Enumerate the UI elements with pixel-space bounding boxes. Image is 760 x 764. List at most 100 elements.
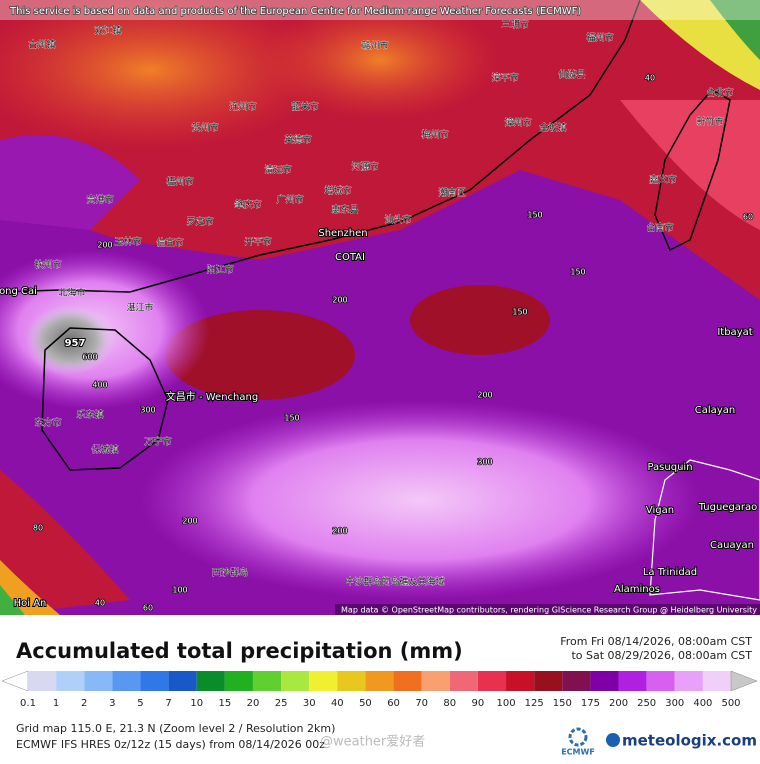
place-label: 梅州市: [421, 129, 448, 141]
contour-label: 40: [645, 74, 655, 83]
contour-label: 150: [570, 268, 585, 277]
place-label: Cauayan: [710, 540, 754, 551]
place-label: 清远市: [264, 164, 291, 176]
place-label: 中沙群岛的岛礁及其海域: [345, 576, 444, 588]
place-label: 乐东镇: [76, 409, 103, 421]
contour-label: 200: [477, 391, 492, 400]
place-label: Vigan: [646, 505, 674, 516]
place-label: 仙游县: [558, 69, 585, 81]
place-label: Pasuquin: [647, 462, 692, 473]
color-swatch: [252, 671, 282, 691]
contour-label: 80: [33, 524, 43, 533]
notice: This service is based on data and produc…: [9, 6, 581, 17]
place-label: 惠东县: [331, 204, 358, 216]
colorbar-label: 500: [721, 698, 740, 709]
colorbar-label: 200: [609, 698, 628, 709]
contour-label: 40: [95, 599, 105, 608]
place-label: 万宁市: [144, 436, 171, 448]
period-from: From Fri 08/14/2026, 08:00am CST: [560, 635, 752, 648]
place-label: 韶关市: [291, 101, 318, 113]
contour-label: 200: [332, 527, 347, 536]
colorbar-label: 15: [218, 698, 231, 709]
site[interactable]: meteologix.com: [622, 732, 757, 750]
color-swatch: [281, 671, 310, 691]
place-label: Calayan: [695, 405, 735, 416]
place-label: 河源市: [351, 161, 378, 173]
place-label: 嘉义市: [649, 174, 676, 186]
color-swatch: [28, 671, 57, 691]
colorbar-label: 50: [359, 698, 372, 709]
place-label: 600: [82, 353, 97, 362]
color-swatch: [84, 671, 113, 691]
place-label: 湛江市: [126, 302, 153, 314]
colorbar-label: 25: [275, 698, 288, 709]
colorbar-label: 90: [472, 698, 485, 709]
model-info: ECMWF IFS HRES 0z/12z (15 days) from 08/…: [16, 738, 325, 751]
place-label: 肇庆市: [234, 199, 261, 211]
place-label: 400: [92, 381, 107, 390]
colorbar-label: 300: [665, 698, 684, 709]
color-swatch: [674, 671, 703, 691]
colorbar-label: 7: [165, 698, 171, 709]
color-swatch: [112, 671, 141, 691]
contour-label: 200: [182, 517, 197, 526]
colorbar-label: 175: [581, 698, 600, 709]
place-label: 台北市: [706, 87, 733, 99]
color-swatch: [590, 671, 619, 691]
color-swatch: [506, 671, 535, 691]
color-swatch: [477, 671, 507, 691]
contour-label: 300: [140, 406, 155, 415]
ecmwf-logo: [568, 727, 588, 747]
contour-label: 150: [527, 211, 542, 220]
colorbar-label: 250: [637, 698, 656, 709]
place-label: 金坂镇: [539, 122, 566, 134]
place-label: 阳江市: [206, 264, 233, 276]
color-swatch: [534, 671, 563, 691]
attribution-bar: [335, 604, 760, 615]
color-swatch: [365, 671, 394, 691]
colorbar-label: 2: [81, 698, 87, 709]
map: [0, 0, 760, 615]
place-label: COTAI: [335, 252, 365, 263]
place-label: Itbayat: [717, 327, 752, 338]
place-label: 保城镇: [91, 444, 118, 456]
place-label: 信宜市: [156, 237, 183, 249]
place-label: 英德市: [284, 134, 311, 146]
contour-label: 60: [143, 604, 153, 613]
color-swatch: [449, 671, 478, 691]
contour-label: 150: [284, 414, 299, 423]
place-label: Tuguegarao: [698, 502, 758, 513]
place-label: 罗定市: [186, 216, 213, 228]
colorbar-label: 400: [693, 698, 712, 709]
color-swatch: [562, 671, 591, 691]
place-label: 贵港市: [86, 194, 113, 206]
place-label: 文昌市 - Wenchang: [166, 390, 258, 403]
place-label: 钦州市: [34, 259, 61, 271]
place-label: Alaminos: [614, 584, 660, 595]
colorbar-label: 80: [443, 698, 456, 709]
colorbar-arrow-low: [1, 670, 29, 692]
colorbar-label: 60: [387, 698, 400, 709]
site-logo: [606, 733, 620, 747]
place-label: 三明市: [501, 19, 528, 31]
contour-label: 60: [743, 213, 753, 222]
color-swatch: [56, 671, 85, 691]
colorbar-label: 5: [137, 698, 143, 709]
color-swatch: [337, 671, 366, 691]
color-swatch: [140, 671, 169, 691]
place-label: Shenzhen: [318, 228, 367, 239]
place-label: 增城市: [324, 185, 351, 197]
contour-label: 100: [172, 586, 187, 595]
colorbar-label: 0.1: [20, 698, 36, 709]
ecmwf-text: ECMWF: [561, 748, 595, 757]
contour-label: 200: [332, 296, 347, 305]
place-label: 福州市: [586, 32, 613, 44]
place-label: 开平市: [244, 236, 271, 248]
colorbar-label: 20: [247, 698, 260, 709]
contour-label: 150: [512, 308, 527, 317]
place-label: Hoi An: [14, 598, 47, 609]
colorbar-label: 70: [415, 698, 428, 709]
colorbar-label: 10: [190, 698, 203, 709]
